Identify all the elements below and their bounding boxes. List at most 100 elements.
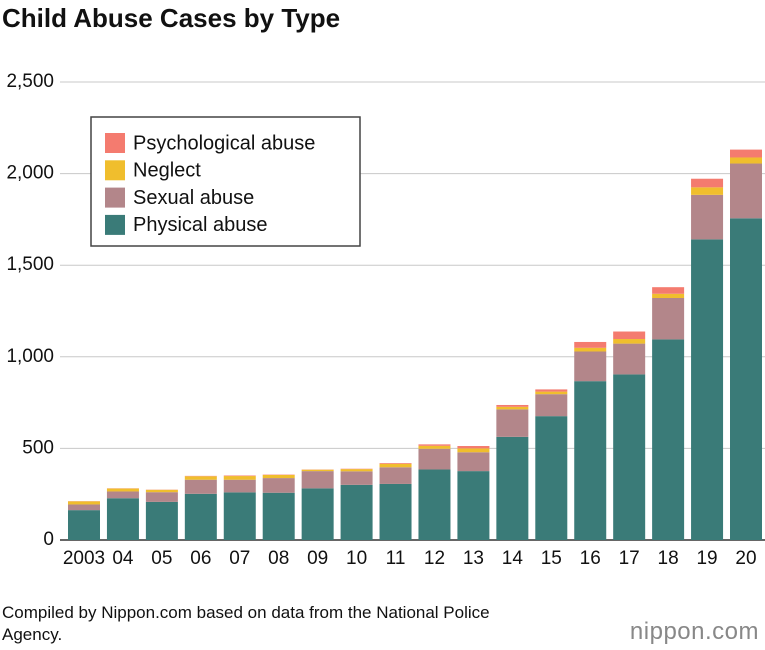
bar-segment [535,416,568,540]
bar-segment [262,492,295,540]
bar-segment [184,493,217,540]
x-tick-label: 20 [735,548,756,569]
bar-segment [68,510,100,540]
legend-swatch [105,187,125,208]
y-tick-label: 0 [43,529,54,550]
x-tick-label: 09 [307,548,328,569]
bar-segment [68,504,100,511]
bar-segment [68,501,100,505]
bar-segment [106,498,139,540]
legend: Physical abuse Sexual abuse Neglect Psychol… [105,132,315,236]
bar-segment [145,492,178,502]
x-tick-label: 19 [696,548,717,569]
bar-segment [418,444,451,446]
bar-segment [457,446,490,449]
bar-segment [106,488,139,492]
legend-label: Sexual abuse [133,187,254,209]
bar-segment [340,471,373,485]
bar-segment [613,331,646,340]
bar-segment [262,478,295,493]
legend-label: Psychological abuse [133,132,315,154]
x-tick-label: 11 [386,548,406,569]
x-tick-label: 15 [541,548,562,569]
bar-segment [652,293,685,298]
bar-segment [223,492,256,540]
bar-segment [301,469,334,472]
bar-segment [106,491,139,499]
bar-segment [730,149,762,158]
source-note: Compiled by Nippon.com based on data fro… [2,603,490,644]
bar-segment [223,476,256,480]
x-tick-label: 10 [346,548,367,569]
bar-segment [301,488,334,540]
bars: 2003 04 05 06 07 08 09 10 11 12 13 14 15 16 17 18 19 20 [63,149,762,569]
bar-segment [691,178,724,188]
bar-segment [496,436,529,540]
x-tick-label: 17 [619,548,640,569]
x-tick-label: 18 [658,548,679,569]
bar-segment [574,351,607,382]
logo: nippon.com [629,618,759,645]
grid: 0 500 1,000 1,500 2,000 2,500 [6,71,765,550]
bar-segment [652,339,685,540]
legend-label: Neglect [133,160,201,182]
bar-segment [535,389,568,392]
x-tick-label: 08 [268,548,289,569]
x-tick-label: 2003 [63,548,105,569]
bar-segment [457,452,490,472]
x-tick-label: 05 [151,548,172,569]
bar-segment [730,163,762,219]
x-tick-label: 14 [502,548,524,569]
y-tick-label: 1,500 [6,254,54,275]
legend-label: Physical abuse [133,214,268,236]
x-tick-label: 04 [112,548,134,569]
y-tick-label: 2,000 [6,163,54,184]
bar-segment [652,287,685,294]
bar-segment [496,406,529,410]
bar-segment [301,471,334,489]
bar-segment [418,469,451,540]
x-tick-label: 16 [580,548,601,569]
legend-swatch [105,214,125,235]
y-tick-label: 1,000 [6,346,54,367]
bar-segment [145,501,178,540]
bar-segment [184,476,217,480]
bar-segment [613,339,646,344]
bar-segment [535,391,568,395]
chart: Child Abuse Cases by Type 0 500 1,000 1,500… [2,3,765,569]
legend-swatch [105,133,125,153]
bar-segment [691,187,724,195]
x-tick-label: 06 [190,548,211,569]
y-tick-label: 500 [22,437,54,458]
bar-segment [379,463,412,464]
chart-title: Child Abuse Cases by Type [2,3,340,33]
bar-segment [418,445,451,449]
bar-segment [340,484,373,540]
bar-segment [574,347,607,352]
bar-segment [184,479,217,494]
bar-segment [457,448,490,453]
bar-segment [379,463,412,468]
bar-segment [457,471,490,540]
bar-segment [691,239,724,540]
bar-segment [613,374,646,540]
bar-segment [535,394,568,417]
bar-segment [730,157,762,164]
legend-swatch [105,160,125,181]
bar-segment [418,448,451,470]
bar-segment [652,297,685,340]
bar-segment [613,343,646,375]
bar-segment [691,194,724,240]
x-tick-label: 13 [463,548,484,569]
bar-segment [223,479,256,493]
bar-segment [145,489,178,493]
bar-segment [730,218,762,541]
bar-segment [262,474,295,479]
bar-segment [340,469,373,472]
x-tick-label: 12 [424,548,445,569]
bar-segment [496,404,529,407]
bar-segment [379,483,412,540]
bar-segment [379,467,412,484]
y-tick-label: 2,500 [6,71,54,92]
